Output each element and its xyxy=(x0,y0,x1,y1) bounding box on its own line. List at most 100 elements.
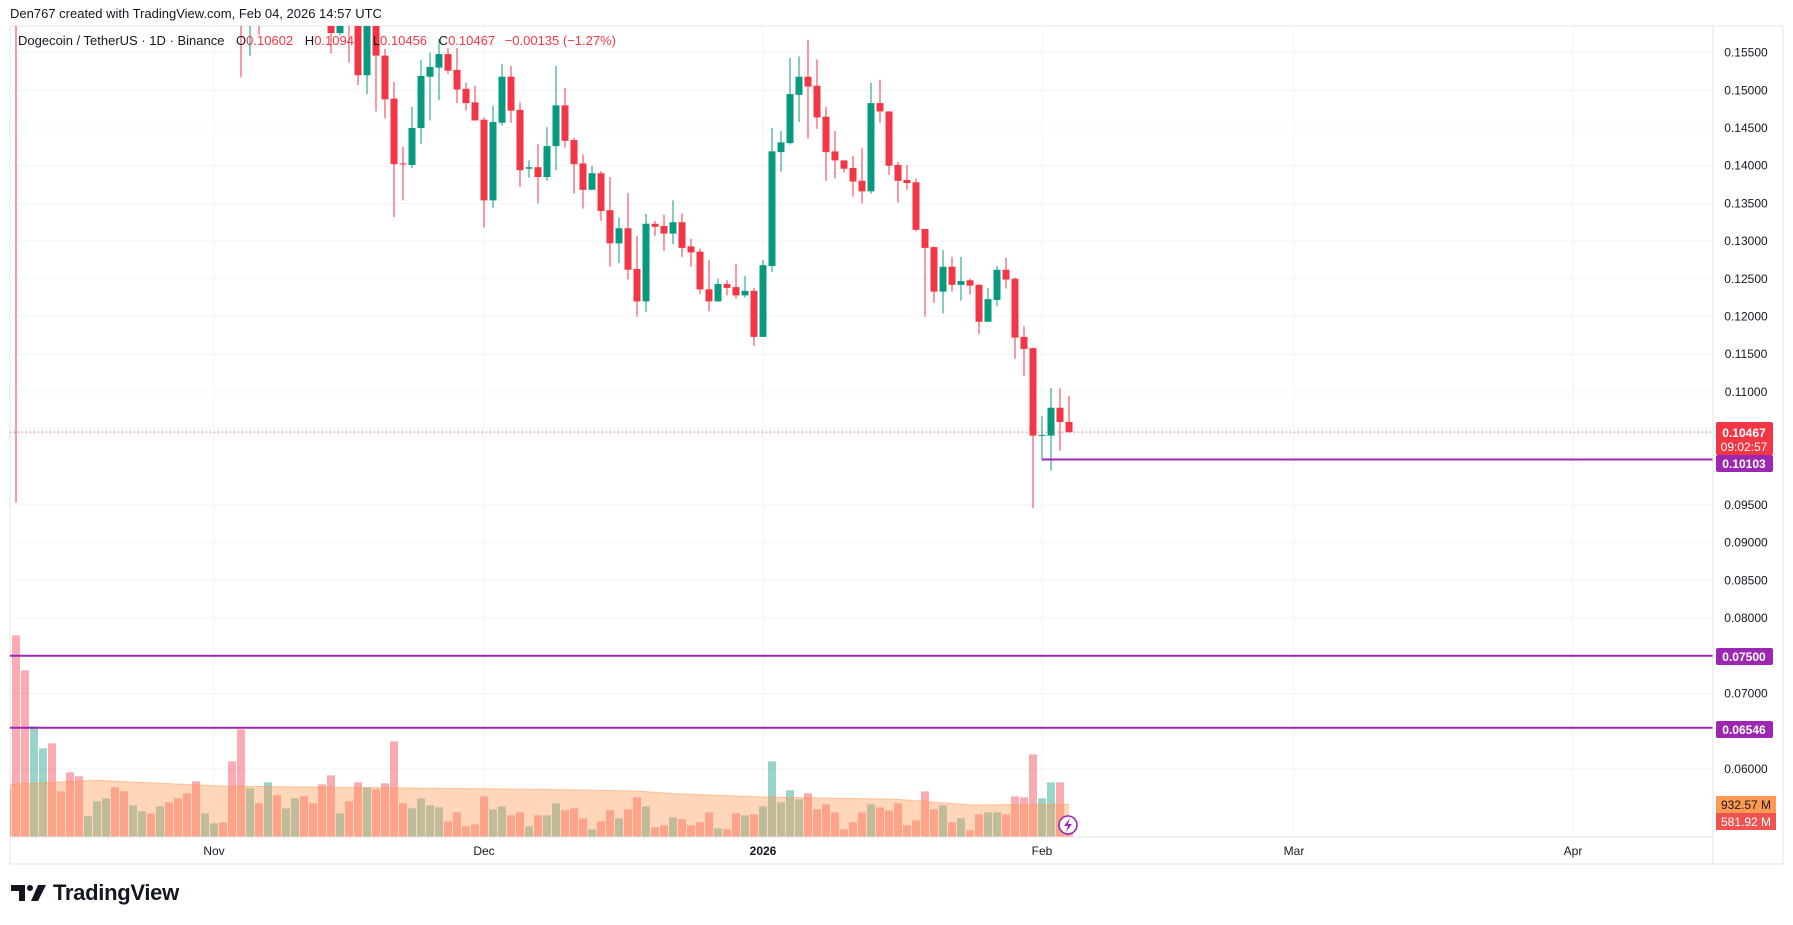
symbol-title[interactable]: Dogecoin / TetherUS · 1D · Binance xyxy=(18,33,225,48)
candle xyxy=(471,85,479,121)
volume-pane xyxy=(10,635,1073,837)
volume-tag: 581.92 M xyxy=(1716,813,1776,830)
volume-bar xyxy=(498,806,506,837)
volume-bar xyxy=(39,748,47,837)
candle-body xyxy=(363,26,371,76)
volume-bar xyxy=(831,812,839,837)
volume-bar xyxy=(948,822,956,837)
candle xyxy=(399,146,407,201)
volume-bar xyxy=(147,813,155,837)
volume-bar xyxy=(696,822,704,837)
candle xyxy=(249,26,251,56)
volume-bar xyxy=(939,805,947,837)
volume-bar xyxy=(327,775,335,837)
volume-bar xyxy=(300,796,308,837)
volume-bar xyxy=(30,726,38,837)
volume-bar xyxy=(732,813,740,837)
volume-bar xyxy=(687,825,695,837)
candle-body xyxy=(1020,336,1028,349)
candle xyxy=(795,56,803,122)
candle-body xyxy=(1002,269,1010,280)
volume-bar xyxy=(651,827,659,837)
candle-body xyxy=(327,26,335,33)
candle xyxy=(507,66,515,123)
price-axis[interactable]: 0.15500 0.15000 0.14500 0.14000 0.13500 0.130… xyxy=(1724,46,1768,776)
candle xyxy=(372,26,380,112)
candle-body xyxy=(507,76,515,111)
candle-body xyxy=(1065,421,1073,433)
candle-body xyxy=(543,146,551,178)
time-axis[interactable]: Nov Dec 2026 Feb Mar Apr xyxy=(203,844,1582,858)
candle-body xyxy=(921,229,929,248)
candle xyxy=(1002,257,1010,289)
candle xyxy=(381,48,389,119)
volume-bar xyxy=(1047,782,1055,837)
volume-bar xyxy=(804,793,812,837)
volume-bar xyxy=(273,795,281,837)
candle-body xyxy=(678,222,686,248)
volume-bar xyxy=(669,817,677,837)
candle-body xyxy=(426,66,434,77)
candle-body xyxy=(705,289,713,302)
volume-bar xyxy=(984,812,992,837)
candle xyxy=(543,127,551,181)
candle xyxy=(390,82,398,217)
candle-body xyxy=(399,163,407,165)
candle-body xyxy=(372,26,380,56)
candle-body xyxy=(453,69,461,90)
candle xyxy=(687,238,695,267)
volume-ma-area xyxy=(10,780,1069,837)
volume-bar xyxy=(336,813,344,837)
candle xyxy=(1047,388,1055,471)
volume-bar xyxy=(957,818,965,837)
candle-body xyxy=(885,111,893,166)
candle xyxy=(786,57,794,145)
volume-bar xyxy=(156,806,164,837)
volume-bar xyxy=(615,818,623,837)
tradingview-logo-text: TradingView xyxy=(53,880,179,905)
candle xyxy=(831,131,839,179)
candle xyxy=(921,229,929,317)
volume-bar xyxy=(66,772,74,837)
volume-bar xyxy=(237,729,245,837)
candle-body xyxy=(606,210,614,244)
volume-bar xyxy=(723,829,731,837)
candle-body xyxy=(552,105,560,147)
volume-bar xyxy=(930,809,938,837)
volume-bar xyxy=(912,820,920,837)
candle-body xyxy=(435,54,443,68)
candle-body xyxy=(624,228,632,270)
candle-body xyxy=(1047,407,1055,436)
volume-bar xyxy=(165,802,173,837)
volume-bar xyxy=(174,798,182,837)
candle-body xyxy=(660,226,668,234)
support-tag-1: 0.10103 xyxy=(1716,455,1773,472)
candle xyxy=(867,82,875,194)
candle-body xyxy=(381,55,389,100)
candle xyxy=(426,52,434,121)
price-tick-label: 0.14000 xyxy=(1724,159,1768,173)
lightning-icon[interactable] xyxy=(1058,815,1078,835)
volume-bar xyxy=(10,789,11,837)
candle-body xyxy=(741,290,749,296)
volume-bar xyxy=(561,810,569,837)
volume-bar xyxy=(426,805,434,837)
volume-bar xyxy=(624,809,632,837)
candle-body xyxy=(525,167,533,169)
volume-bar xyxy=(192,781,200,837)
price-tick-label: 0.13500 xyxy=(1724,196,1768,210)
volume-bar xyxy=(525,826,533,837)
candle xyxy=(1056,388,1064,451)
volume-bar xyxy=(1020,797,1028,837)
tradingview-logo[interactable]: TradingView xyxy=(11,880,179,906)
candle xyxy=(408,106,416,168)
candle xyxy=(1020,326,1028,377)
volume-bar xyxy=(255,803,263,837)
price-tick-label: 0.08000 xyxy=(1724,611,1768,625)
candle xyxy=(822,106,830,181)
volume-bar xyxy=(345,801,353,837)
volume-bar xyxy=(714,828,722,837)
support-3-value: 0.06546 xyxy=(1722,723,1766,737)
time-tick-label: Dec xyxy=(473,844,494,858)
